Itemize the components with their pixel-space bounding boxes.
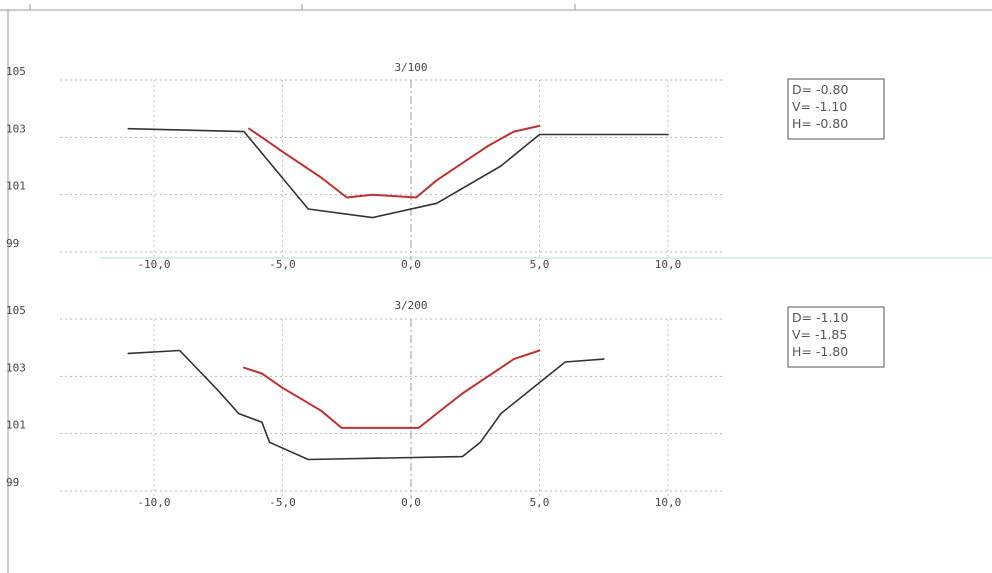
x-tick-label: 10,0 xyxy=(655,496,682,509)
annotation-box xyxy=(787,306,885,368)
annotation-line: H= -1.80 xyxy=(792,344,848,359)
annotation-line: V= -1.10 xyxy=(792,99,847,114)
x-tick-label: 10,0 xyxy=(655,258,682,271)
section-title: 3/200 xyxy=(394,299,427,312)
y-tick-label: 99 xyxy=(6,476,19,489)
x-tick-label: -5,0 xyxy=(269,496,296,509)
cross-section-2: 99 101 103 105 -10,0 -5,0 0,0 5,0 10,0 3/200 D= -1… xyxy=(6,299,885,509)
y-tick-label: 105 xyxy=(6,304,26,317)
existing-ground-line xyxy=(127,127,669,219)
design-profile-line xyxy=(248,124,541,199)
y-tick-label: 99 xyxy=(6,237,19,250)
section-title: 3/100 xyxy=(394,61,427,74)
annotation-line: H= -0.80 xyxy=(792,116,848,131)
annotation-line: V= -1.85 xyxy=(792,327,847,342)
annotation-box xyxy=(787,78,885,140)
x-tick-label: 0,0 xyxy=(401,496,421,509)
annotation-line: D= -1.10 xyxy=(792,310,848,325)
annotation-line: D= -0.80 xyxy=(792,82,848,97)
x-tick-label: -5,0 xyxy=(269,258,296,271)
y-tick-label: 101 xyxy=(6,419,26,432)
existing-ground-line xyxy=(127,349,605,461)
x-tick-label: -10,0 xyxy=(137,496,170,509)
y-tick-label: 103 xyxy=(6,122,26,135)
x-tick-label: -10,0 xyxy=(137,258,170,271)
y-tick-label: 105 xyxy=(6,65,26,78)
x-tick-label: 0,0 xyxy=(401,258,421,271)
cross-section-1: 99 101 103 105 -10,0 -5,0 0,0 5,0 10,0 3/100 D= -0… xyxy=(6,61,885,271)
y-tick-label: 103 xyxy=(6,361,26,374)
design-profile-line xyxy=(243,349,541,429)
x-tick-label: 5,0 xyxy=(530,496,550,509)
y-tick-label: 101 xyxy=(6,180,26,193)
x-tick-label: 5,0 xyxy=(530,258,550,271)
